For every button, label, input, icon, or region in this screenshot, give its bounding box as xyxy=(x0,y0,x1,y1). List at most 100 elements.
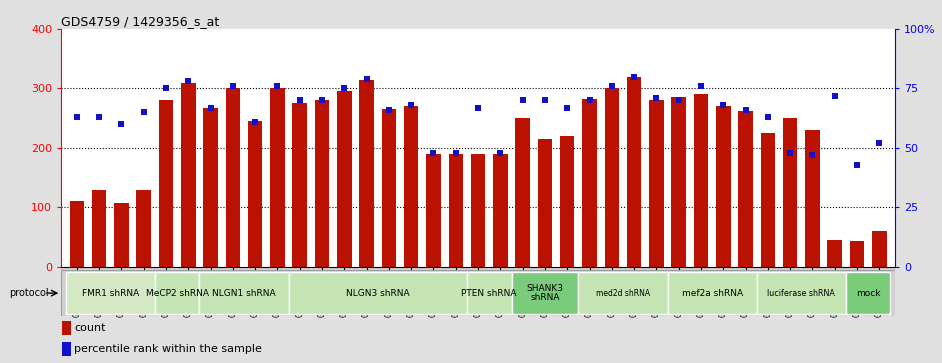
Bar xyxy=(181,82,196,267)
Point xyxy=(760,114,775,120)
Point xyxy=(804,152,820,158)
Bar xyxy=(872,231,886,267)
Text: PTEN shRNA: PTEN shRNA xyxy=(462,289,517,298)
Text: mock: mock xyxy=(856,289,881,298)
Point xyxy=(337,86,352,91)
Bar xyxy=(739,111,753,267)
Point xyxy=(626,74,642,79)
Point xyxy=(493,150,508,156)
Bar xyxy=(493,154,508,267)
Bar xyxy=(850,241,864,267)
Bar xyxy=(359,79,374,267)
Text: SHANK3
shRNA: SHANK3 shRNA xyxy=(527,284,563,302)
Point xyxy=(248,119,263,125)
Point xyxy=(315,97,330,103)
Bar xyxy=(467,272,512,314)
Text: GDS4759 / 1429356_s_at: GDS4759 / 1429356_s_at xyxy=(61,15,219,28)
Bar xyxy=(672,97,686,267)
Bar xyxy=(668,272,756,314)
Bar xyxy=(154,272,200,314)
Bar xyxy=(293,103,307,267)
Point xyxy=(649,95,664,101)
Bar xyxy=(582,99,597,267)
Bar xyxy=(270,89,284,267)
Text: med2d shRNA: med2d shRNA xyxy=(596,289,650,298)
Text: count: count xyxy=(74,323,106,334)
Point xyxy=(292,97,307,103)
Text: FMR1 shRNA: FMR1 shRNA xyxy=(82,289,138,298)
Bar xyxy=(756,272,846,314)
Point xyxy=(404,102,419,108)
Bar xyxy=(426,154,441,267)
Bar xyxy=(200,272,288,314)
Bar xyxy=(805,130,820,267)
Text: NLGN1 shRNA: NLGN1 shRNA xyxy=(212,289,276,298)
Point xyxy=(470,105,485,110)
Point xyxy=(783,150,798,156)
Point xyxy=(537,97,552,103)
Bar xyxy=(226,89,240,267)
Bar xyxy=(512,272,578,314)
Bar xyxy=(288,272,467,314)
Bar xyxy=(716,106,730,267)
Bar xyxy=(382,109,397,267)
Point xyxy=(181,78,196,84)
Point xyxy=(693,83,708,89)
Point xyxy=(871,140,886,146)
Bar xyxy=(538,139,552,267)
Bar xyxy=(471,154,485,267)
Bar xyxy=(315,100,330,267)
Point xyxy=(270,83,285,89)
Point xyxy=(448,150,463,156)
Text: luciferase shRNA: luciferase shRNA xyxy=(768,289,836,298)
Bar xyxy=(337,91,351,267)
Bar xyxy=(448,154,463,267)
Text: percentile rank within the sample: percentile rank within the sample xyxy=(74,344,262,354)
Point xyxy=(137,109,152,115)
Point xyxy=(604,83,619,89)
Bar xyxy=(248,121,263,267)
Point xyxy=(738,107,753,113)
Point xyxy=(203,105,219,110)
Bar xyxy=(626,77,642,267)
Bar xyxy=(70,201,84,267)
Point xyxy=(70,114,85,120)
Bar xyxy=(515,118,530,267)
Point xyxy=(560,105,575,110)
Point xyxy=(382,107,397,113)
Bar xyxy=(62,322,71,335)
Point xyxy=(158,86,173,91)
Bar xyxy=(137,189,151,267)
Point xyxy=(91,114,106,120)
Bar xyxy=(203,108,218,267)
Bar xyxy=(159,100,173,267)
Point xyxy=(426,150,441,156)
Bar xyxy=(404,106,418,267)
Bar xyxy=(62,342,71,356)
Point xyxy=(114,121,129,127)
Text: MeCP2 shRNA: MeCP2 shRNA xyxy=(146,289,208,298)
Bar xyxy=(578,272,668,314)
Text: protocol: protocol xyxy=(9,288,49,298)
Bar xyxy=(846,272,890,314)
Point xyxy=(225,83,240,89)
Bar xyxy=(783,118,797,267)
Bar xyxy=(649,100,663,267)
Bar xyxy=(92,189,106,267)
Bar xyxy=(605,89,619,267)
Point xyxy=(515,97,530,103)
Text: NLGN3 shRNA: NLGN3 shRNA xyxy=(346,289,410,298)
Bar xyxy=(760,133,775,267)
Point xyxy=(359,76,374,82)
Point xyxy=(671,97,686,103)
Bar xyxy=(114,203,129,267)
Bar xyxy=(560,136,575,267)
Bar xyxy=(693,94,708,267)
Point xyxy=(716,102,731,108)
Point xyxy=(827,93,842,98)
Bar xyxy=(827,240,842,267)
Bar xyxy=(66,272,154,314)
Point xyxy=(850,162,865,167)
Text: mef2a shRNA: mef2a shRNA xyxy=(682,289,742,298)
Point xyxy=(582,97,597,103)
